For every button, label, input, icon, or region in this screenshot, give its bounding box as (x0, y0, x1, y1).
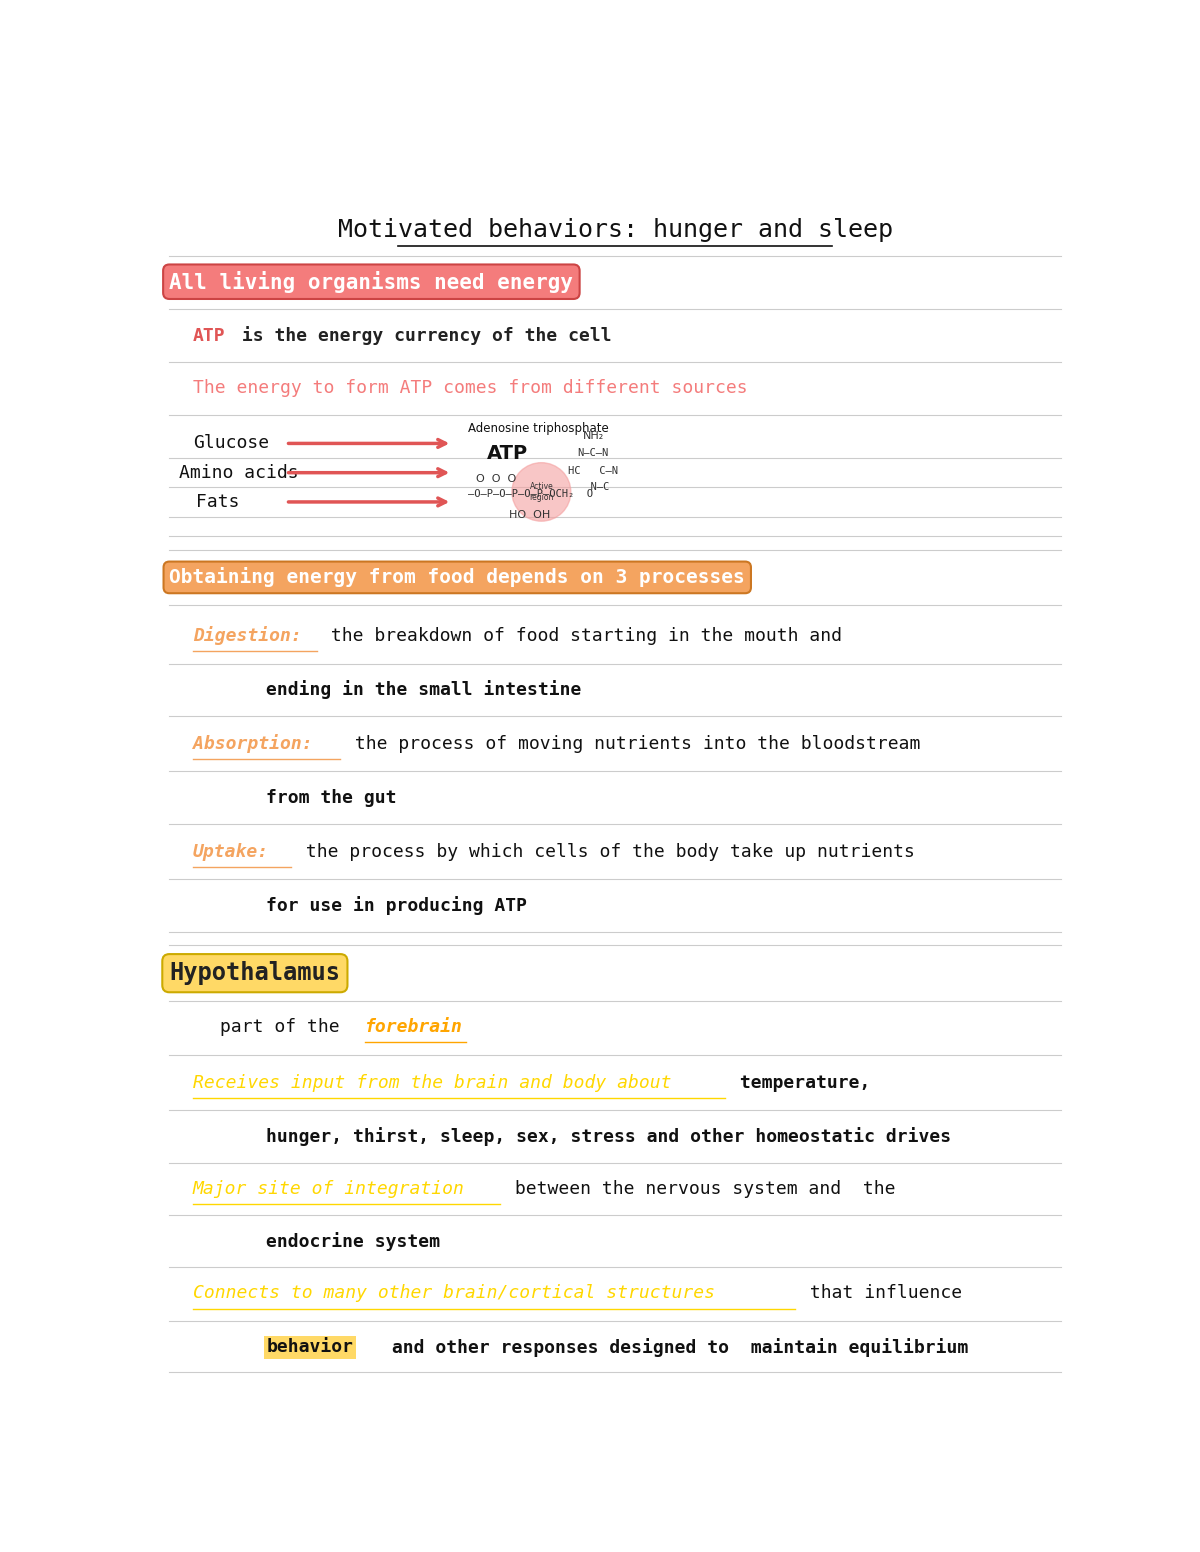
Text: the process by which cells of the body take up nutrients: the process by which cells of the body t… (295, 843, 914, 860)
Text: from the gut: from the gut (266, 788, 397, 807)
Text: Amino acids: Amino acids (180, 464, 299, 481)
Text: The energy to form ATP comes from different sources: The energy to form ATP comes from differ… (193, 379, 748, 397)
Text: O  O  O: O O O (475, 473, 516, 484)
Text: temperature,: temperature, (728, 1074, 870, 1091)
Text: Absorption:: Absorption: (193, 734, 312, 753)
Text: Glucose: Glucose (193, 435, 269, 453)
Text: behavior: behavior (266, 1338, 353, 1356)
Text: HO  OH: HO OH (509, 511, 551, 520)
Text: ATP: ATP (487, 444, 528, 462)
Text: the breakdown of food starting in the mouth and: the breakdown of food starting in the mo… (320, 627, 842, 646)
Text: Obtaining energy from food depends on 3 processes: Obtaining energy from food depends on 3 … (169, 568, 745, 587)
Text: Digestion:: Digestion: (193, 627, 301, 646)
Text: Adenosine triphosphate: Adenosine triphosphate (468, 422, 608, 435)
Text: Uptake:: Uptake: (193, 843, 269, 860)
Text: and other responses designed to  maintain equilibrium: and other responses designed to maintain… (380, 1338, 968, 1356)
Text: endocrine system: endocrine system (266, 1232, 440, 1251)
Text: NH₂: NH₂ (583, 431, 604, 441)
Text: HC   C—N: HC C—N (569, 466, 618, 476)
Text: hunger, thirst, sleep, sex, stress and other homeostatic drives: hunger, thirst, sleep, sex, stress and o… (266, 1127, 952, 1145)
Text: forebrain: forebrain (366, 1018, 463, 1037)
Text: between the nervous system and  the: between the nervous system and the (504, 1180, 895, 1198)
Text: –O–P–O–P–O–P–OCH₂  O: –O–P–O–P–O–P–OCH₂ O (468, 489, 593, 500)
Text: ending in the small intestine: ending in the small intestine (266, 680, 582, 700)
Text: ATP: ATP (193, 326, 226, 345)
Text: Active
region: Active region (529, 483, 553, 501)
Text: part of the: part of the (220, 1018, 350, 1037)
Text: N—C: N—C (577, 481, 608, 492)
Text: the process of moving nutrients into the bloodstream: the process of moving nutrients into the… (343, 734, 920, 753)
Text: Receives input from the brain and body about: Receives input from the brain and body a… (193, 1074, 682, 1091)
Text: that influence: that influence (799, 1285, 962, 1302)
Text: All living organisms need energy: All living organisms need energy (169, 270, 574, 293)
Text: Fats: Fats (197, 494, 240, 511)
Text: Major site of integration: Major site of integration (193, 1180, 475, 1198)
Text: Motivated behaviors: hunger and sleep: Motivated behaviors: hunger and sleep (337, 219, 893, 242)
Text: N—C—N: N—C—N (577, 449, 608, 458)
Circle shape (512, 462, 571, 521)
Text: Connects to many other brain/cortical structures: Connects to many other brain/cortical st… (193, 1285, 726, 1302)
Text: Hypothalamus: Hypothalamus (169, 961, 341, 986)
Text: is the energy currency of the cell: is the energy currency of the cell (232, 326, 612, 345)
Text: for use in producing ATP: for use in producing ATP (266, 896, 527, 916)
